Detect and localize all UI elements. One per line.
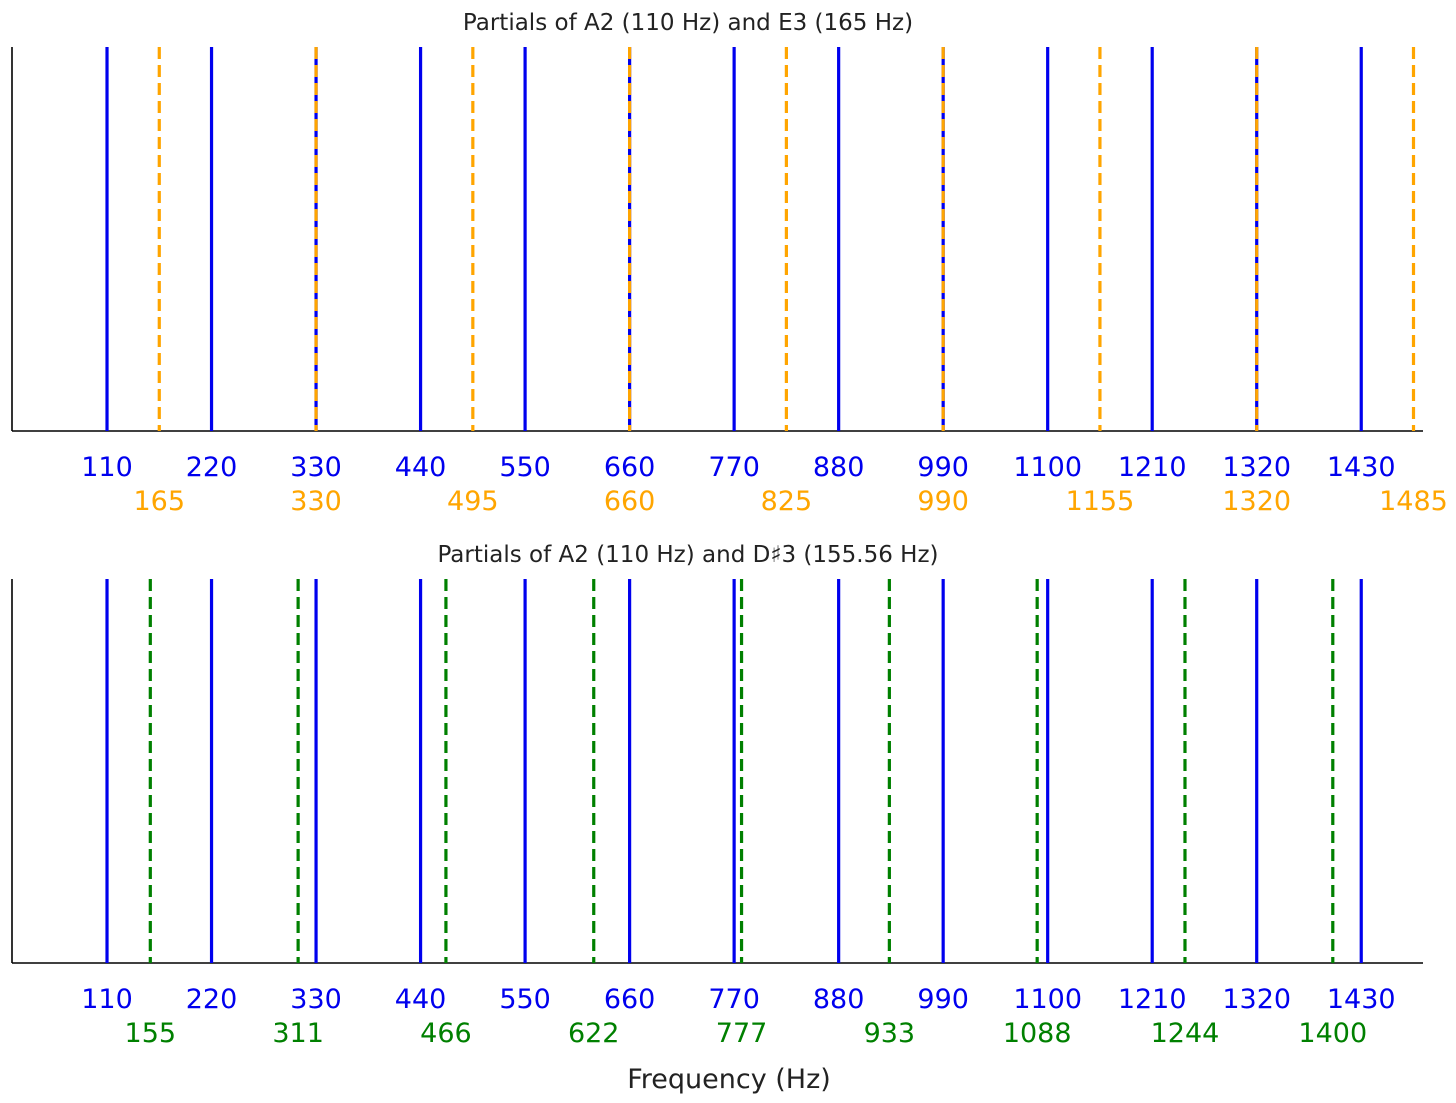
- tick-label-series0-11: 1320: [1222, 984, 1291, 1015]
- tick-label-series1-7: 1244: [1151, 1018, 1220, 1049]
- tick-label-series1-0: 155: [125, 1018, 177, 1049]
- tick-label-series1-3: 622: [568, 1018, 620, 1049]
- tick-label-series1-2: 466: [420, 1018, 472, 1049]
- tick-label-series0-8: 990: [917, 984, 969, 1015]
- tick-label-series0-10: 1210: [1118, 984, 1187, 1015]
- tick-label-series1-5: 990: [917, 486, 969, 517]
- tick-label-series0-12: 1430: [1327, 452, 1396, 483]
- tick-label-series0-4: 550: [499, 452, 551, 483]
- tick-label-series0-7: 880: [813, 984, 865, 1015]
- tick-label-series1-7: 1320: [1222, 486, 1291, 517]
- tick-label-series0-9: 1100: [1013, 452, 1082, 483]
- tick-label-series1-0: 165: [134, 486, 186, 517]
- chart-title: Partials of A2 (110 Hz) and E3 (165 Hz): [463, 10, 913, 36]
- tick-label-series1-5: 933: [864, 1018, 916, 1049]
- tick-label-series0-0: 110: [81, 984, 133, 1015]
- tick-label-series0-0: 110: [81, 452, 133, 483]
- tick-label-series0-1: 220: [186, 984, 238, 1015]
- tick-label-series0-10: 1210: [1118, 452, 1187, 483]
- tick-label-series1-8: 1485: [1379, 486, 1448, 517]
- tick-label-series1-4: 777: [716, 1018, 768, 1049]
- tick-label-series0-4: 550: [499, 984, 551, 1015]
- tick-label-series0-5: 660: [604, 984, 656, 1015]
- tick-label-series0-12: 1430: [1327, 984, 1396, 1015]
- tick-label-series1-1: 330: [290, 486, 342, 517]
- tick-label-series0-3: 440: [395, 452, 447, 483]
- tick-label-series0-6: 770: [708, 984, 760, 1015]
- panel-a2-dsharp3: Partials of A2 (110 Hz) and D♯3 (155.56 …: [11, 542, 1423, 1049]
- tick-label-series1-6: 1155: [1066, 486, 1135, 517]
- tick-label-series1-4: 825: [761, 486, 813, 517]
- tick-label-series1-8: 1400: [1298, 1018, 1367, 1049]
- tick-label-series1-3: 660: [604, 486, 656, 517]
- tick-label-series0-7: 880: [813, 452, 865, 483]
- chart-title: Partials of A2 (110 Hz) and D♯3 (155.56 …: [437, 542, 938, 568]
- tick-label-series0-1: 220: [186, 452, 238, 483]
- tick-label-series0-5: 660: [604, 452, 656, 483]
- x-axis-label: Frequency (Hz): [627, 1064, 831, 1095]
- tick-label-series1-1: 311: [272, 1018, 324, 1049]
- tick-label-series0-8: 990: [917, 452, 969, 483]
- tick-label-series0-2: 330: [290, 984, 342, 1015]
- panel-a2-e3: Partials of A2 (110 Hz) and E3 (165 Hz) 1…: [11, 10, 1448, 517]
- tick-label-series1-2: 495: [447, 486, 499, 517]
- tick-label-series1-6: 1088: [1003, 1018, 1072, 1049]
- tick-label-series0-2: 330: [290, 452, 342, 483]
- tick-label-series0-9: 1100: [1013, 984, 1082, 1015]
- tick-label-series0-11: 1320: [1222, 452, 1291, 483]
- tick-label-series0-6: 770: [708, 452, 760, 483]
- tick-label-series0-3: 440: [395, 984, 447, 1015]
